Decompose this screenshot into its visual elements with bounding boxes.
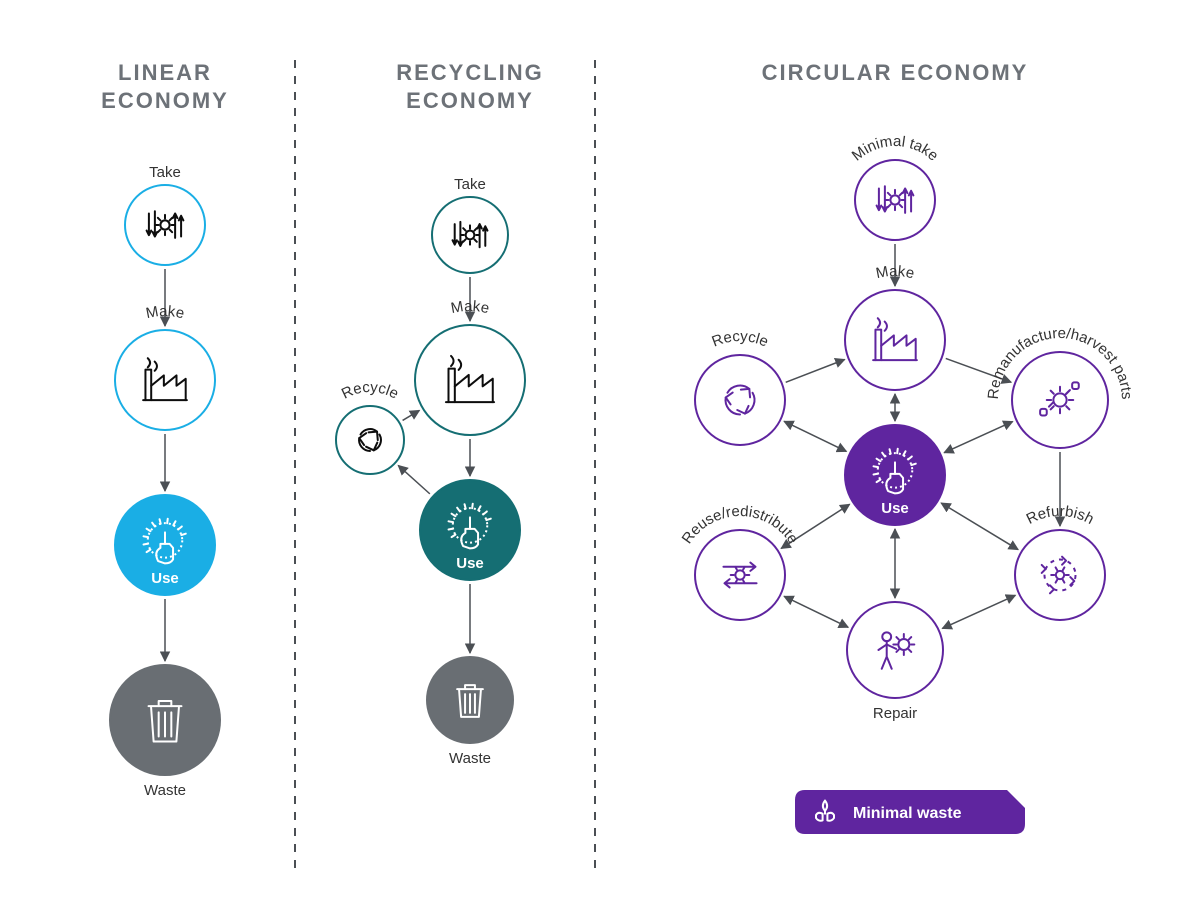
flow-arrow <box>786 359 845 382</box>
node-cir-make <box>845 290 945 390</box>
node-cir-reman <box>1012 352 1108 448</box>
node-label: Take <box>454 176 486 193</box>
badge-label: Minimal waste <box>853 805 962 822</box>
node-label: Use <box>881 500 909 517</box>
node-label: Waste <box>144 782 186 799</box>
node-label: Recycle <box>710 328 771 351</box>
node-label: Repair <box>873 705 917 722</box>
node-lin-make <box>115 330 215 430</box>
node-cir-repair: Repair <box>847 602 943 722</box>
node-lin-take: Take <box>125 164 205 265</box>
minimal-waste-badge: Minimal waste <box>795 790 1025 834</box>
flow-arrow <box>403 410 420 420</box>
node-label: Make <box>144 303 186 322</box>
column-title: ECONOMY <box>406 88 534 113</box>
flow-arrow <box>398 465 430 493</box>
node-cir-recycle <box>695 355 785 445</box>
node-label: Recycle <box>339 379 401 403</box>
flow-arrow <box>942 595 1015 628</box>
node-cir-use: Use <box>845 425 945 525</box>
node-rec-recycle <box>336 406 404 474</box>
node-lin-waste: Waste <box>110 665 220 799</box>
node-cir-reuse <box>695 530 785 620</box>
flow-arrow <box>784 596 848 627</box>
node-rec-make <box>415 325 525 435</box>
node-label: Make <box>874 263 916 282</box>
node-rec-take: Take <box>432 176 508 273</box>
node-label: Take <box>149 164 181 181</box>
column-title: LINEAR <box>118 60 212 85</box>
flow-arrow <box>941 503 1018 550</box>
flow-arrow <box>784 421 846 451</box>
node-label: Use <box>456 555 484 572</box>
column-title: RECYCLING <box>396 60 544 85</box>
node-label: Make <box>450 298 491 317</box>
flow-arrow <box>944 422 1013 453</box>
node-label: Use <box>151 570 179 587</box>
node-lin-use: Use <box>115 495 215 595</box>
node-label: Waste <box>449 750 491 767</box>
column-title: ECONOMY <box>101 88 229 113</box>
node-cir-take <box>855 160 935 240</box>
node-rec-use: Use <box>420 480 520 580</box>
node-cir-refurb <box>1015 530 1105 620</box>
economy-diagram: LINEAR ECONOMY Take Make Use Waste RECYCLING EC… <box>0 0 1200 900</box>
column-title: CIRCULAR ECONOMY <box>762 60 1029 85</box>
node-rec-waste: Waste <box>427 657 513 767</box>
